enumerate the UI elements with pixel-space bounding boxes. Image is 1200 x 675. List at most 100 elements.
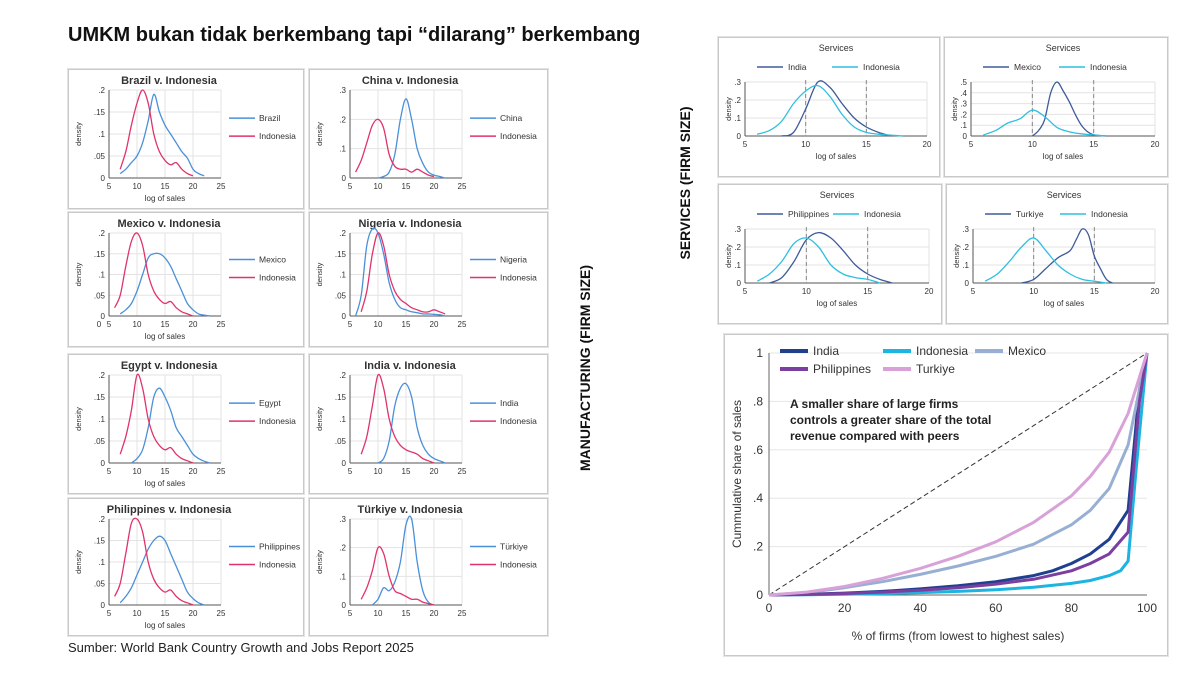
y-tick-label: 0	[101, 312, 106, 321]
panel-mfg-philippines: Philippines v. Indonesia 0 .05 .1 .15 .2 5 10 15…	[68, 498, 304, 636]
panel-svc-philippines: Services 0 .1 .2 .3 5 10 15 20 density log of sale…	[718, 184, 942, 324]
y-axis-label: density	[315, 550, 324, 574]
x-tick-label: 5	[743, 287, 748, 296]
y-tick-label: .1	[339, 572, 346, 581]
chart-title: Türkiye v. Indonesia	[358, 504, 464, 516]
legend-label-indonesia: Indonesia	[1091, 209, 1128, 219]
legend-label-indonesia: Indonesia	[500, 416, 537, 426]
series-line-indonesia	[355, 118, 435, 178]
y-tick-label: .15	[94, 250, 106, 259]
y-tick-label: .1	[960, 121, 967, 130]
chart-mfg-egypt: Egypt v. Indonesia 0 .05 .1 .15 .2 5 10 15 20 25 de…	[74, 360, 296, 488]
y-tick-label: .05	[335, 291, 347, 300]
y-tick-label: .2	[98, 86, 105, 95]
annotation-line: controls a greater share of the total	[790, 413, 991, 427]
legend-label-india: India	[788, 62, 807, 72]
x-tick-label: 20	[430, 467, 439, 476]
chart-title: Mexico v. Indonesia	[117, 218, 221, 230]
x-axis-label: log of sales	[145, 621, 185, 630]
x-tick-label: 10	[374, 609, 383, 618]
y-tick-label: .1	[339, 271, 346, 280]
legend-label-indonesia: Indonesia	[500, 273, 537, 283]
x-tick-label: 10	[802, 287, 811, 296]
y-tick-label: .2	[339, 544, 346, 553]
y-tick-label: 0	[101, 174, 106, 183]
chart-mfg-china: China v. Indonesia 0 .1 .2 .3 5 10 15 20 25 densit…	[315, 75, 537, 191]
legend-label-mexico: Mexico	[1014, 62, 1041, 72]
series-line-mexico	[119, 252, 210, 317]
x-tick-label: 25	[458, 320, 467, 329]
legend-label-mexico: Mexico	[1008, 344, 1046, 358]
x-tick-label: 15	[161, 182, 170, 191]
annotation-line: revenue compared with peers	[790, 429, 960, 443]
x-tick-label: 80	[1065, 601, 1079, 615]
series-line-indonesia	[984, 237, 1107, 284]
series-line-indonesia	[756, 84, 903, 137]
y-axis-label: density	[315, 407, 324, 431]
y-tick-label: 0	[965, 279, 970, 288]
y-tick-label: 0	[342, 312, 347, 321]
chart-title: China v. Indonesia	[362, 75, 459, 87]
y-tick-label: .15	[335, 393, 347, 402]
x-tick-label: 25	[458, 182, 467, 191]
legend-label-philippines: Philippines	[813, 362, 871, 376]
x-tick-label: 10	[133, 467, 142, 476]
chart-svc-mexico: Services 0 .1 .2.3 .4 .5 5 10 15 20 density log of …	[950, 43, 1160, 161]
x-tick-label: 25	[458, 467, 467, 476]
x-tick-label: 15	[161, 467, 170, 476]
panel-mfg-nigeria: Nigeria v. Indonesia 0 .05 .1 .15 .2 5 10 15 20 25…	[309, 212, 548, 347]
series-line-nigeria	[354, 227, 446, 317]
y-axis-label: density	[315, 122, 324, 146]
y-tick-label: .1	[98, 415, 105, 424]
plot-area	[973, 229, 1155, 283]
series-line-indonesia	[114, 232, 194, 317]
y-tick-label: 1	[756, 346, 763, 360]
y-tick-label: .3	[962, 225, 969, 234]
y-tick-label: .05	[94, 291, 106, 300]
series-line-philippines	[769, 231, 893, 284]
equality-line	[768, 352, 1148, 596]
y-tick-label: .3	[960, 100, 967, 109]
chart-mfg-brazil: Brazil v. Indonesia 0 .05 .1 .15 .2 5 10 15 20 25 d…	[74, 75, 296, 203]
chart-mfg-turkiye: Türkiye v. Indonesia 0 .1 .2 .3 5 10 15 20 25 dens…	[315, 504, 537, 618]
annotation-line: A smaller share of large firms	[790, 397, 959, 411]
legend-label-brazil: Brazil	[259, 113, 280, 123]
y-tick-label: .15	[94, 537, 106, 546]
y-tick-label: .5	[960, 78, 967, 87]
y-tick-label: 0	[342, 174, 347, 183]
x-tick-label: 40	[914, 601, 928, 615]
series-line-turkiye	[371, 515, 435, 606]
legend-label-indonesia: Indonesia	[259, 560, 296, 570]
chart-mfg-india: India v. Indonesia 0 .05 .1 .15 .2 5 10 15 20 25 de…	[315, 360, 537, 476]
legend-label-indonesia: Indonesia	[500, 560, 537, 570]
manufacturing-label: MANUFACTURING (FIRM SIZE)	[577, 264, 593, 472]
y-tick-label: 0	[737, 279, 742, 288]
legend-label-turkiye: Türkiye	[500, 542, 528, 552]
x-tick-label: 10	[374, 467, 383, 476]
y-tick-label: .1	[339, 415, 346, 424]
y-tick-label: 0	[963, 132, 968, 141]
y-tick-label: .2	[734, 96, 741, 105]
series-line-indonesia	[114, 517, 194, 606]
chart-title: India v. Indonesia	[364, 360, 456, 372]
legend-label-china: China	[500, 113, 522, 123]
y-tick-label: .2	[339, 115, 346, 124]
series-line-brazil	[119, 93, 205, 177]
chart-title: Brazil v. Indonesia	[121, 75, 218, 87]
x-tick-label: 25	[217, 320, 226, 329]
legend-label-india: India	[500, 398, 519, 408]
y-tick-label: .2	[339, 371, 346, 380]
y-tick-label: .15	[94, 393, 106, 402]
x-axis-label: % of firms (from lowest to highest sales…	[852, 629, 1065, 643]
y-tick-label: 0	[342, 459, 347, 468]
y-tick-label: .1	[339, 145, 346, 154]
y-axis-label: density	[74, 407, 83, 431]
y-axis-label: density	[952, 244, 961, 268]
x-tick-label: 25	[217, 182, 226, 191]
x-tick-label: 5	[743, 140, 748, 149]
panel-lorenz: 0 .2 .4 .6 .8 1 0 20 40 60 80 100 Cummulative share …	[724, 334, 1168, 656]
chart-title: Nigeria v. Indonesia	[358, 218, 462, 230]
x-tick-label: 20	[923, 140, 932, 149]
x-tick-label: 20	[925, 287, 934, 296]
legend-label-nigeria: Nigeria	[500, 255, 527, 265]
